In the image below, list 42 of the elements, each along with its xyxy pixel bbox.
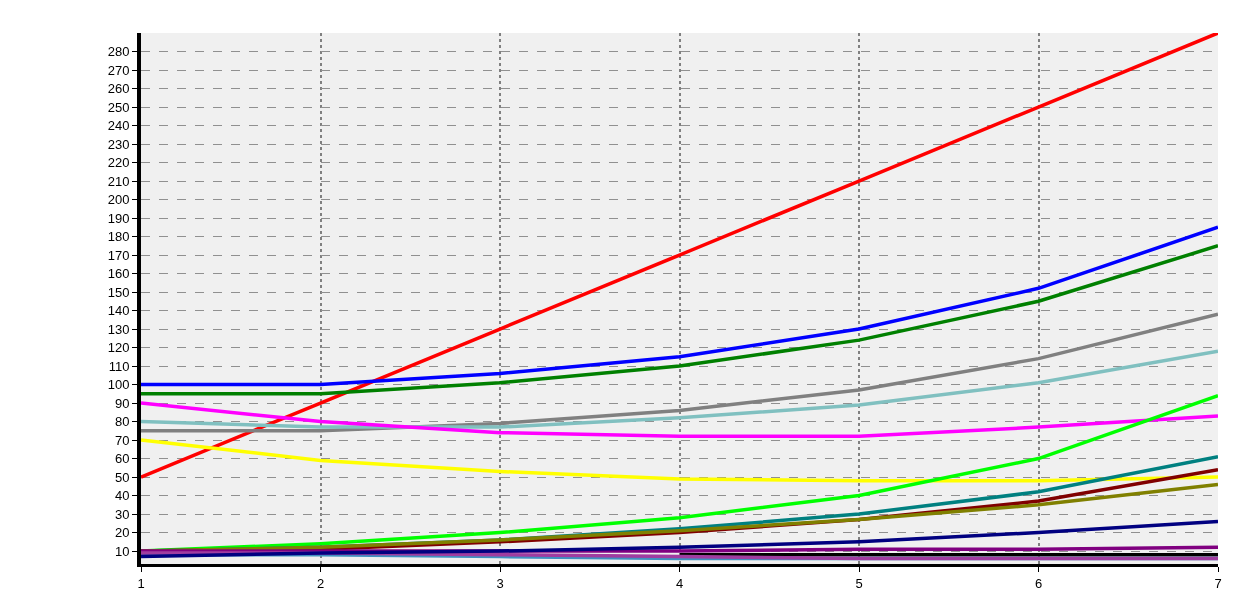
y-tick-label: 90 [114,395,130,411]
y-tick-label: 120 [107,340,130,356]
y-tick-label: 100 [107,377,130,393]
x-tick-label: 3 [496,575,504,591]
x-tick-label: 1 [137,575,145,591]
y-tick-label: 10 [114,543,130,559]
x-tick-label: 5 [855,575,863,591]
line-series [141,349,1218,429]
x-tick-label: 4 [675,575,684,591]
y-tick-label: 180 [107,229,130,245]
line-series [141,244,1218,396]
y-tick-label: 270 [107,62,130,78]
y-tick-label: 140 [107,303,130,319]
x-tick-label: 2 [316,575,325,591]
x-tick-label: 7 [1214,575,1222,591]
y-tick-label: 230 [107,136,130,152]
y-tick-label: 80 [114,414,130,430]
y-tick-label: 170 [107,247,130,263]
y-tick-label: 160 [107,266,130,282]
y-tick-label: 30 [114,506,130,522]
y-tick-label: 240 [107,118,130,134]
y-tick-label: 200 [107,192,130,208]
y-tick-label: 60 [114,451,130,467]
y-tick-label: 50 [114,469,130,485]
y-tick-label: 20 [114,525,130,541]
y-tick-label: 150 [107,284,130,300]
line-series [141,33,1218,479]
y-tick-label: 280 [107,44,130,60]
line-series [141,225,1218,387]
y-tick-label: 130 [107,321,130,337]
y-tick-label: 220 [107,155,130,171]
y-tick-label: 40 [114,488,130,504]
y-tick-label: 110 [108,358,130,374]
y-tick-label: 250 [107,99,130,115]
line-series [141,438,1218,483]
y-tick-label: 210 [107,173,130,189]
x-tick-label: 6 [1034,575,1043,591]
line-series [141,519,1218,559]
y-tick-label: 260 [107,81,130,97]
y-tick-label: 190 [107,210,130,226]
y-tick-label: 70 [114,432,130,448]
line-series [141,401,1218,439]
